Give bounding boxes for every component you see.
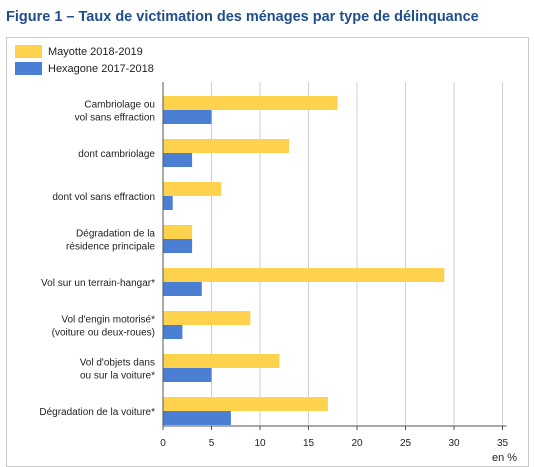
category-label-6-line-0: Vol d'objets dans: [80, 358, 155, 369]
x-tick-label-0: 0: [160, 438, 166, 449]
bar-hexagone-7: [163, 411, 231, 425]
x-axis-unit-label: en %: [492, 452, 518, 464]
category-label-5-line-0: Vol d'engin motorisé*: [61, 315, 155, 326]
bar-hexagone-0: [163, 110, 212, 124]
category-label-1-line-0: dont cambriolage: [78, 149, 155, 160]
category-label-0-line-0: Cambriolage ou: [84, 100, 155, 111]
category-label-6-line-1: ou sur la voiture*: [80, 371, 155, 382]
bar-hexagone-2: [163, 196, 173, 210]
legend-swatch-hexagone: [15, 62, 42, 75]
legend-item-mayotte: Mayotte 2018-2019: [15, 43, 154, 60]
bar-hexagone-1: [163, 153, 193, 167]
bar-hexagone-5: [163, 325, 183, 339]
category-label-3-line-0: Dégradation de la: [76, 229, 155, 240]
x-tick-label-10: 10: [254, 438, 266, 449]
bar-mayotte-7: [163, 397, 328, 411]
chart-frame: [6, 37, 529, 467]
legend-label-mayotte: Mayotte 2018-2019: [48, 45, 143, 58]
chart-legend: Mayotte 2018-2019 Hexagone 2017-2018: [15, 43, 154, 77]
legend-item-hexagone: Hexagone 2017-2018: [15, 60, 154, 77]
bar-mayotte-3: [163, 225, 193, 239]
bar-hexagone-6: [163, 368, 212, 382]
figure-title: Figure 1 – Taux de victimation des ménag…: [6, 9, 479, 25]
legend-label-hexagone: Hexagone 2017-2018: [48, 62, 154, 75]
bar-mayotte-0: [163, 96, 338, 110]
category-label-5-line-1: (voiture ou deux-roues): [52, 328, 155, 339]
bar-mayotte-6: [163, 354, 280, 368]
x-tick-label-35: 35: [497, 438, 509, 449]
bar-mayotte-4: [163, 268, 445, 282]
category-label-0-line-1: vol sans effraction: [75, 113, 155, 124]
category-label-4-line-0: Vol sur un terrain-hangar*: [41, 278, 155, 289]
category-label-7-line-0: Dégradation de la voiture*: [39, 407, 155, 418]
bar-mayotte-5: [163, 311, 251, 325]
x-tick-label-30: 30: [448, 438, 460, 449]
legend-swatch-mayotte: [15, 45, 42, 58]
x-tick-label-5: 5: [209, 438, 215, 449]
x-tick-label-25: 25: [400, 438, 412, 449]
category-label-3-line-1: résidence principale: [66, 242, 155, 253]
category-label-2-line-0: dont vol sans effraction: [52, 192, 155, 203]
bar-mayotte-1: [163, 139, 290, 153]
bar-mayotte-2: [163, 182, 222, 196]
x-tick-label-15: 15: [303, 438, 315, 449]
x-tick-label-20: 20: [351, 438, 363, 449]
bar-hexagone-4: [163, 282, 202, 296]
bar-hexagone-3: [163, 239, 193, 253]
